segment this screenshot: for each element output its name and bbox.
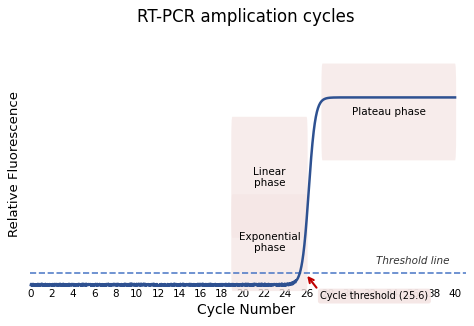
Text: Plateau phase: Plateau phase	[352, 107, 426, 117]
Y-axis label: Relative Fluorescence: Relative Fluorescence	[9, 91, 21, 237]
X-axis label: Cycle Number: Cycle Number	[197, 303, 295, 317]
FancyBboxPatch shape	[231, 117, 308, 238]
Text: Cycle threshold (25.6): Cycle threshold (25.6)	[320, 291, 428, 301]
FancyBboxPatch shape	[231, 194, 308, 291]
FancyBboxPatch shape	[321, 64, 456, 160]
Text: Threshold line: Threshold line	[376, 256, 450, 266]
Title: RT-PCR amplication cycles: RT-PCR amplication cycles	[137, 8, 355, 26]
Text: Exponential
phase: Exponential phase	[238, 232, 301, 254]
Text: Linear
phase: Linear phase	[253, 167, 286, 188]
